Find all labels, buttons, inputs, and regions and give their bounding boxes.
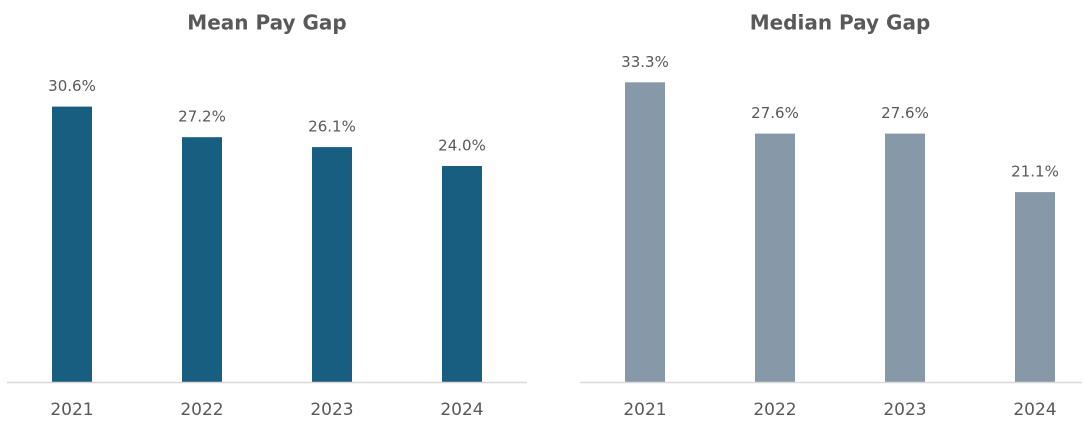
value-label: 26.1%: [308, 118, 356, 136]
bar: [182, 137, 222, 382]
chart-title: Mean Pay Gap: [187, 11, 346, 35]
x-tick-label: 2022: [753, 400, 796, 420]
x-tick-label: 2023: [883, 400, 926, 420]
bar: [625, 82, 665, 383]
x-tick-label: 2023: [310, 400, 353, 420]
value-label: 27.2%: [178, 108, 226, 126]
bar: [1015, 192, 1055, 382]
x-tick-label: 2021: [623, 400, 666, 420]
value-label: 30.6%: [48, 77, 96, 95]
bar: [885, 133, 925, 382]
value-label: 33.3%: [621, 53, 669, 71]
x-tick-label: 2024: [1013, 400, 1056, 420]
value-label: 27.6%: [881, 104, 929, 122]
chart-title: Median Pay Gap: [750, 11, 931, 35]
bar: [52, 106, 92, 382]
bar: [755, 133, 795, 382]
bar: [312, 147, 352, 382]
value-label: 24.0%: [438, 137, 486, 155]
bar: [442, 166, 482, 382]
x-tick-label: 2021: [50, 400, 93, 420]
value-label: 21.1%: [1011, 163, 1059, 181]
value-label: 27.6%: [751, 104, 799, 122]
x-tick-label: 2024: [440, 400, 483, 420]
x-tick-label: 2022: [180, 400, 223, 420]
